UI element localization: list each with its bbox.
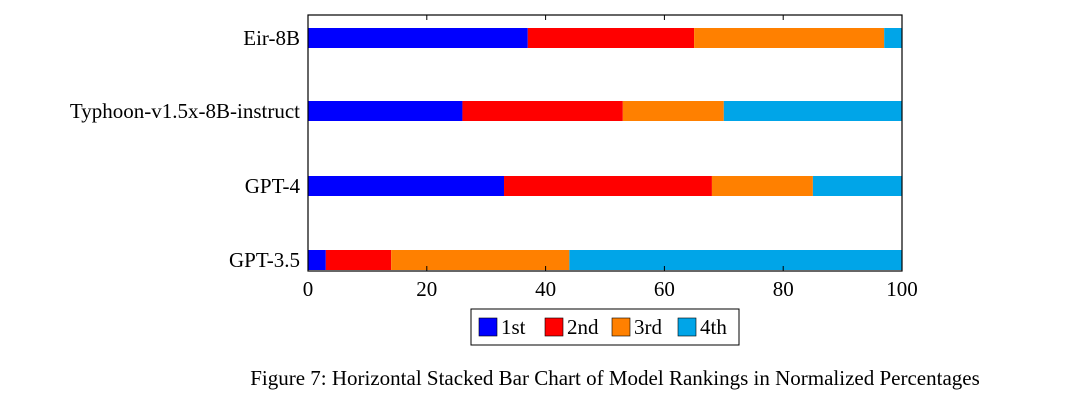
- legend-swatch-2nd: [544, 317, 564, 337]
- y-axis-labels: Eir-8B Typhoon-v1.5x-8B-instruct GPT-4 GPT-…: [70, 26, 301, 272]
- bar-segment-3rd-2: [711, 176, 813, 196]
- legend-label-2nd: 2nd: [567, 315, 599, 339]
- bar-segment-1st-0: [308, 28, 528, 48]
- bar-segment-2nd-0: [527, 28, 695, 48]
- bar-segment-3rd-3: [391, 250, 570, 270]
- figure-caption: Figure 7: Horizontal Stacked Bar Chart o…: [250, 366, 980, 390]
- legend-swatch-3rd: [611, 317, 631, 337]
- x-tick-label: 0: [303, 277, 314, 301]
- bar-segment-4th-1: [723, 101, 902, 121]
- category-label: GPT-4: [245, 174, 301, 198]
- bar-segment-3rd-0: [694, 28, 885, 48]
- bar-segment-4th-0: [884, 28, 902, 48]
- bar-segment-2nd-3: [325, 250, 392, 270]
- legend-label-4th: 4th: [700, 315, 727, 339]
- x-tick-label: 20: [416, 277, 437, 301]
- bar-segment-4th-3: [569, 250, 902, 270]
- bar-segment-2nd-1: [462, 101, 623, 121]
- bar-segment-1st-3: [308, 250, 326, 270]
- x-tick-label: 60: [654, 277, 675, 301]
- x-tick-label: 80: [773, 277, 794, 301]
- legend-swatch-1st: [478, 317, 498, 337]
- category-label: GPT-3.5: [229, 248, 300, 272]
- legend-label-3rd: 3rd: [634, 315, 662, 339]
- bar-segment-1st-1: [308, 101, 463, 121]
- x-tick-label: 40: [535, 277, 556, 301]
- bar-segment-2nd-2: [504, 176, 712, 196]
- bar-segment-3rd-1: [622, 101, 724, 121]
- bar-segment-4th-2: [812, 176, 902, 196]
- category-label: Typhoon-v1.5x-8B-instruct: [70, 99, 300, 123]
- legend: 1st 2nd 3rd 4th: [470, 308, 740, 346]
- plot-frame: [307, 14, 903, 272]
- bars-layer: [308, 28, 902, 270]
- category-label: Eir-8B: [243, 26, 300, 50]
- legend-label-1st: 1st: [501, 315, 526, 339]
- bar-segment-1st-2: [308, 176, 505, 196]
- x-tick-label: 100: [886, 277, 918, 301]
- x-axis-ticks: 0 20 40 60 80 100: [303, 15, 918, 301]
- legend-swatch-4th: [677, 317, 697, 337]
